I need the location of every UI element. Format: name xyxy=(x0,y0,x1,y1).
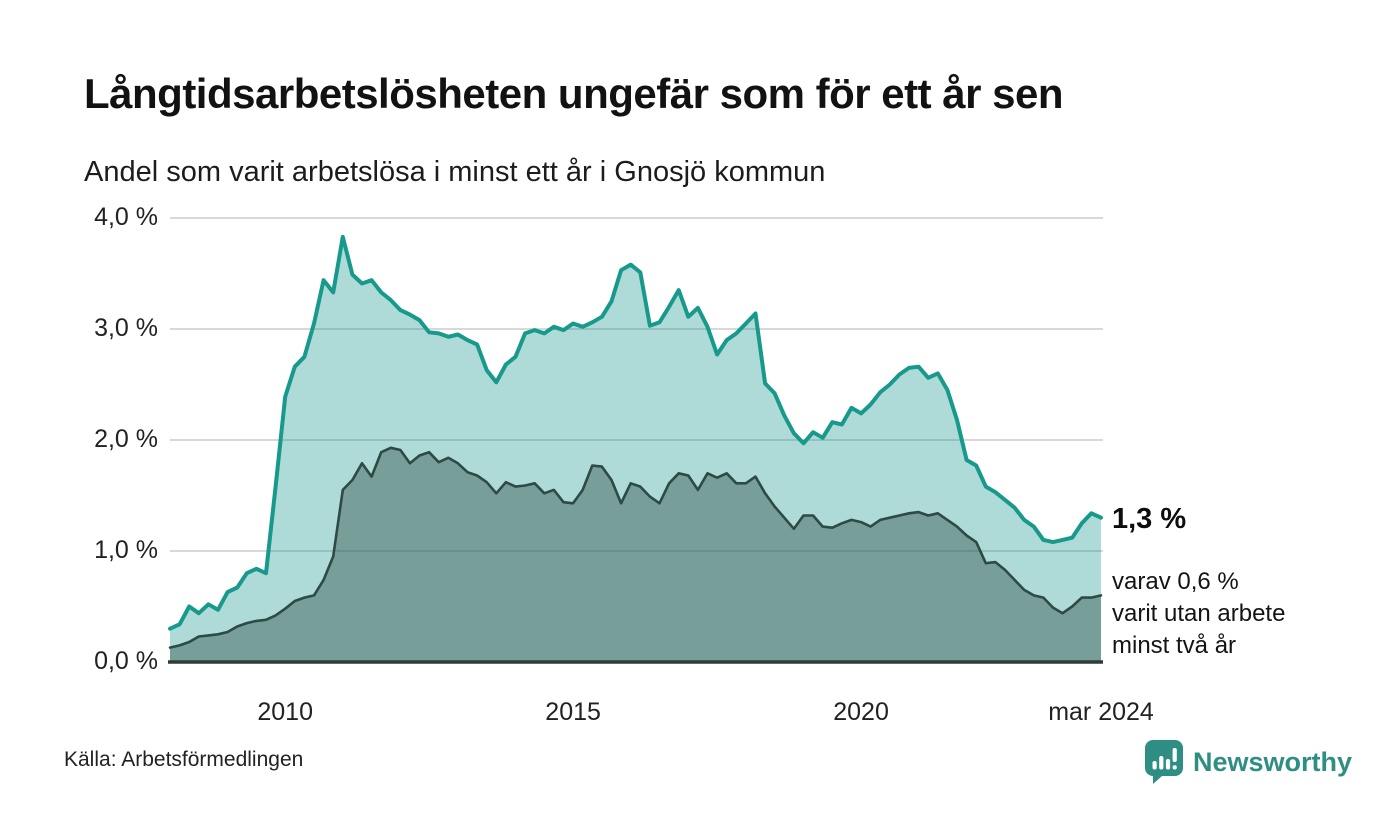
chart-title: Långtidsarbetslösheten ungefär som för e… xyxy=(84,70,1064,117)
newsworthy-logo[interactable]: Newsworthy xyxy=(1144,739,1352,785)
unemployed-min-two-years-line xyxy=(168,446,1103,649)
end-value-label: 1,3 % xyxy=(1112,503,1187,535)
x-tick-label: 2010 xyxy=(257,698,313,726)
x-tick-label: 2020 xyxy=(833,698,889,726)
newsworthy-icon xyxy=(1144,739,1184,785)
unemployed-min-one-year-line xyxy=(168,234,1103,631)
y-tick-label: 0,0 % xyxy=(94,646,158,675)
y-tick-label: 3,0 % xyxy=(94,313,158,342)
y-tick-label: 1,0 % xyxy=(94,535,158,564)
newsworthy-wordmark: Newsworthy xyxy=(1193,746,1353,777)
unemployed-min-two-years-area xyxy=(170,447,1101,662)
y-tick-label: 4,0 % xyxy=(94,202,158,231)
x-tick-label: 2015 xyxy=(545,698,601,726)
chart-subtitle: Andel som varit arbetslösa i minst ett å… xyxy=(84,156,826,188)
y-tick-label: 2,0 % xyxy=(94,424,158,453)
x-tick-label: mar 2024 xyxy=(1048,698,1154,726)
source-note: Källa: Arbetsförmedlingen xyxy=(64,748,304,771)
unemployed-min-one-year-area xyxy=(170,236,1101,662)
end-value-sublabel: varav 0,6 % varit utan arbete minst två … xyxy=(1112,568,1286,659)
